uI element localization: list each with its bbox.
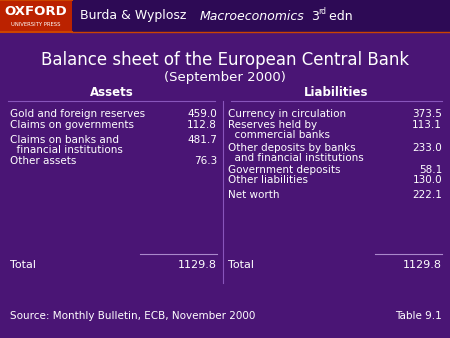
Text: Liabilities: Liabilities — [304, 86, 368, 98]
Text: 373.5: 373.5 — [412, 109, 442, 119]
FancyBboxPatch shape — [0, 0, 72, 32]
Text: Balance sheet of the European Central Bank: Balance sheet of the European Central Ba… — [41, 51, 409, 69]
Text: Gold and foreign reserves: Gold and foreign reserves — [10, 109, 145, 119]
Text: Government deposits: Government deposits — [228, 165, 341, 175]
Text: Table 9.1: Table 9.1 — [395, 311, 442, 321]
Text: 76.3: 76.3 — [194, 156, 217, 166]
Text: 112.8: 112.8 — [187, 120, 217, 130]
Text: 233.0: 233.0 — [412, 143, 442, 153]
Text: 1129.8: 1129.8 — [178, 260, 217, 270]
Text: 481.7: 481.7 — [187, 135, 217, 145]
Text: edn: edn — [325, 9, 353, 23]
Text: and financial institutions: and financial institutions — [228, 153, 364, 163]
Text: commercial banks: commercial banks — [228, 130, 330, 140]
Text: Other liabilities: Other liabilities — [228, 175, 308, 185]
Text: Source: Monthly Bulletin, ECB, November 2000: Source: Monthly Bulletin, ECB, November … — [10, 311, 256, 321]
Text: Other assets: Other assets — [10, 156, 76, 166]
Text: Assets: Assets — [90, 86, 134, 98]
Text: 3: 3 — [308, 9, 320, 23]
Text: 58.1: 58.1 — [419, 165, 442, 175]
Text: rd: rd — [318, 6, 326, 16]
Text: Reserves held by: Reserves held by — [228, 120, 317, 130]
Text: 459.0: 459.0 — [187, 109, 217, 119]
Text: Macroeconomics: Macroeconomics — [200, 9, 305, 23]
Text: 1129.8: 1129.8 — [403, 260, 442, 270]
Text: Currency in circulation: Currency in circulation — [228, 109, 346, 119]
Text: financial institutions: financial institutions — [10, 145, 123, 155]
Text: 222.1: 222.1 — [412, 190, 442, 200]
Text: (September 2000): (September 2000) — [164, 71, 286, 83]
Text: Total: Total — [10, 260, 36, 270]
Text: 113.1: 113.1 — [412, 120, 442, 130]
Text: Burda & Wyplosz: Burda & Wyplosz — [80, 9, 190, 23]
Text: Other deposits by banks: Other deposits by banks — [228, 143, 356, 153]
FancyBboxPatch shape — [0, 0, 450, 32]
Text: Total: Total — [228, 260, 254, 270]
Text: Claims on banks and: Claims on banks and — [10, 135, 119, 145]
Text: Net worth: Net worth — [228, 190, 279, 200]
Text: OXFORD: OXFORD — [4, 5, 68, 18]
Text: UNIVERSITY PRESS: UNIVERSITY PRESS — [11, 22, 61, 27]
Text: 130.0: 130.0 — [412, 175, 442, 185]
Text: Claims on governments: Claims on governments — [10, 120, 134, 130]
